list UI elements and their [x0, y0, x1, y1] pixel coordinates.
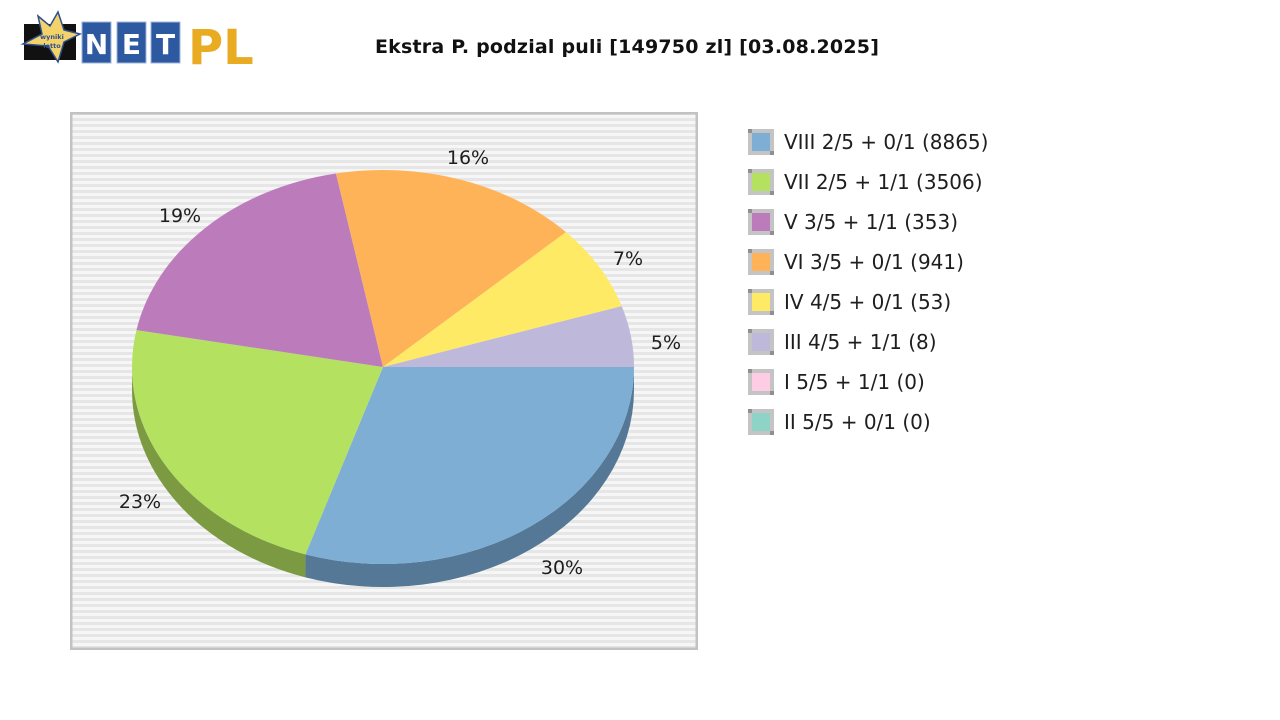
netpl-logo-icon: wyniki lotto N E T PL: [20, 10, 254, 76]
legend-label: III 4/5 + 1/1 (8): [784, 330, 937, 354]
legend-swatch: [748, 129, 774, 155]
legend-swatch: [748, 409, 774, 435]
pie-percent-label: 19%: [159, 205, 201, 227]
pie-percent-label: 5%: [651, 332, 681, 354]
legend-swatch: [748, 369, 774, 395]
legend-label: IV 4/5 + 0/1 (53): [784, 290, 952, 314]
legend-item-v: V 3/5 + 1/1 (353): [748, 202, 988, 242]
chart-legend: VIII 2/5 + 0/1 (8865) VII 2/5 + 1/1 (350…: [748, 122, 988, 442]
legend-label: VI 3/5 + 0/1 (941): [784, 250, 964, 274]
pie-slice-vi: [335, 170, 566, 367]
pie-percent-label: 23%: [119, 491, 161, 513]
legend-label: I 5/5 + 1/1 (0): [784, 370, 925, 394]
legend-swatch: [748, 249, 774, 275]
legend-item-vi: VI 3/5 + 0/1 (941): [748, 242, 988, 282]
pie-slice-viii: [305, 367, 634, 564]
legend-label: VIII 2/5 + 0/1 (8865): [784, 130, 989, 154]
legend-item-i: I 5/5 + 1/1 (0): [748, 362, 988, 402]
legend-swatch: [748, 289, 774, 315]
legend-label: VII 2/5 + 1/1 (3506): [784, 170, 983, 194]
pie-chart: 30% 23% 19% 16% 7% 5%: [70, 112, 698, 650]
legend-item-vii: VII 2/5 + 1/1 (3506): [748, 162, 988, 202]
legend-swatch: [748, 169, 774, 195]
legend-item-ii: II 5/5 + 0/1 (0): [748, 402, 988, 442]
pie-percent-label: 30%: [541, 557, 583, 579]
legend-item-iv: IV 4/5 + 0/1 (53): [748, 282, 988, 322]
pie-slice-iv: [383, 232, 622, 367]
legend-item-viii: VIII 2/5 + 0/1 (8865): [748, 122, 988, 162]
pie-3d-sides: [132, 367, 634, 587]
chart-title: Ekstra P. podzial puli [149750 zl] [03.0…: [375, 36, 880, 58]
pie-slice-v: [136, 173, 383, 367]
legend-label: V 3/5 + 1/1 (353): [784, 210, 959, 234]
legend-item-iii: III 4/5 + 1/1 (8): [748, 322, 988, 362]
pie-slices: [132, 170, 634, 564]
pie-percent-label: 7%: [613, 248, 643, 270]
pie-percent-labels: 30% 23% 19% 16% 7% 5%: [119, 147, 681, 579]
legend-swatch: [748, 209, 774, 235]
svg-text:wyniki: wyniki: [40, 33, 64, 41]
legend-label: II 5/5 + 0/1 (0): [784, 410, 931, 434]
site-logo[interactable]: wyniki lotto N E T PL: [20, 10, 265, 76]
svg-text:N: N: [85, 28, 108, 61]
legend-swatch: [748, 329, 774, 355]
svg-text:T: T: [156, 28, 175, 61]
pie-slice-vii: [132, 330, 383, 555]
pie-slice-iii: [383, 306, 634, 367]
pie-side-vii: [132, 367, 306, 578]
svg-text:E: E: [122, 28, 141, 61]
svg-text:lotto: lotto: [43, 42, 61, 50]
pie-percent-label: 16%: [447, 147, 489, 169]
svg-text:PL: PL: [188, 20, 254, 72]
pie-side-viii: [305, 367, 634, 587]
